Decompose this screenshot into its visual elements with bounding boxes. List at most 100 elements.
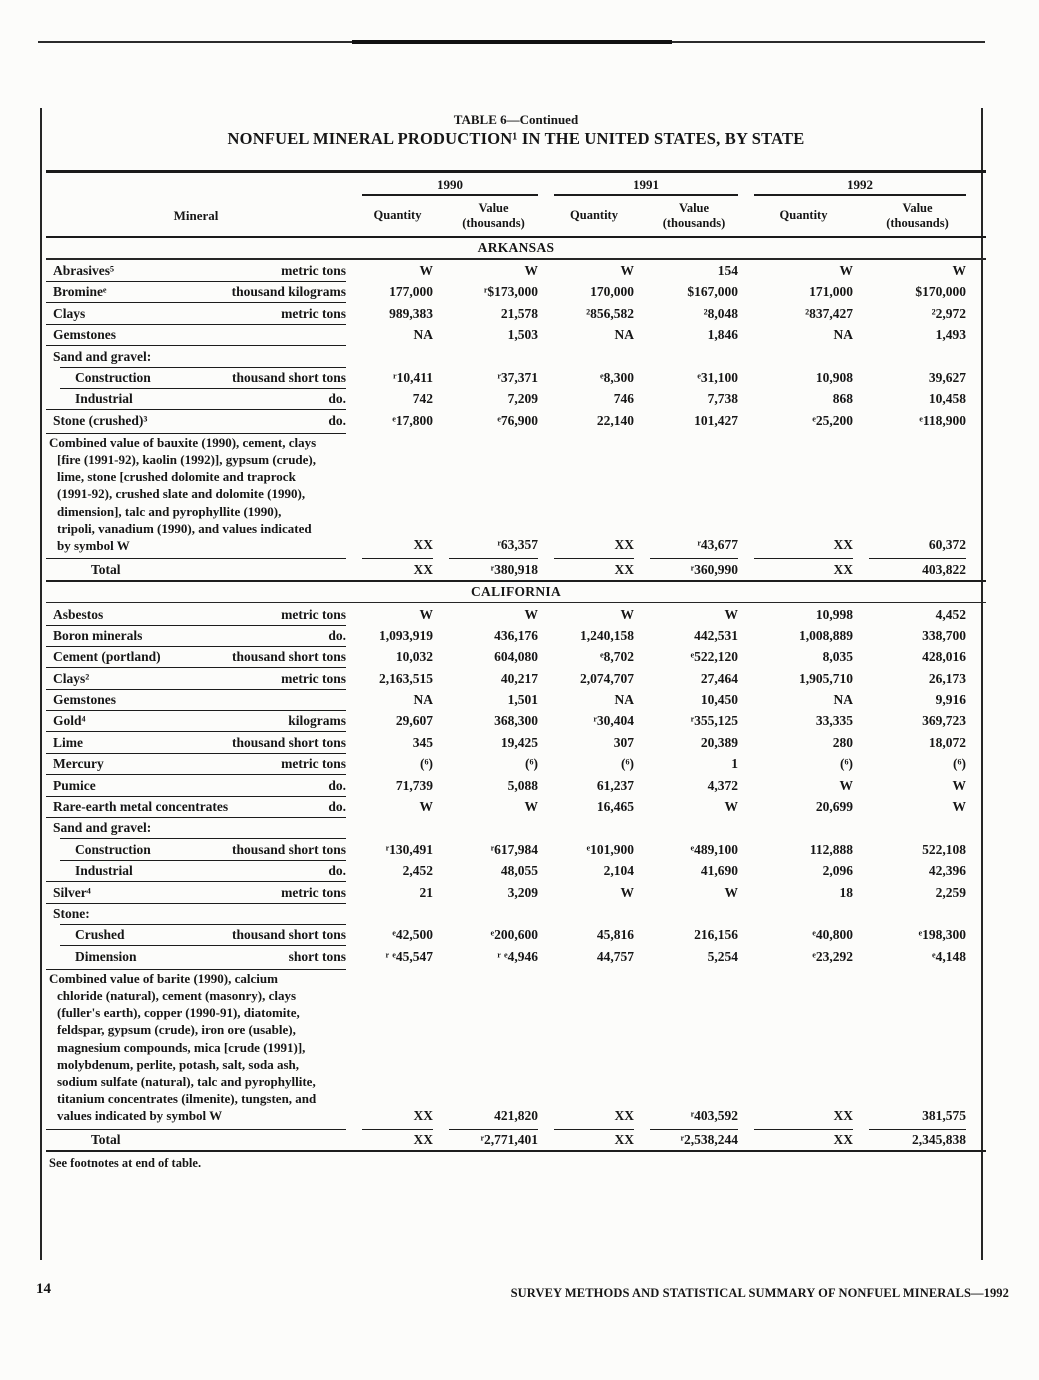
year-header-1991: 1991: [554, 177, 738, 196]
value-cell: 216,156: [694, 927, 738, 943]
value-cell: ᵉ23,292: [812, 948, 853, 964]
value-cell: 1,501: [507, 692, 538, 708]
value-header-line1: Value: [478, 201, 509, 216]
mineral-stub: Construction thousand short tons: [60, 366, 346, 388]
value-cell: NA: [614, 692, 635, 708]
mineral-name: Industrial: [75, 391, 133, 407]
value-cell: ᵉ42,500: [392, 927, 433, 943]
mineral-stub: Gemstones: [46, 323, 346, 345]
value-cell: XX: [754, 1128, 853, 1150]
value-cell: NA: [833, 327, 854, 343]
unit-label: metric tons: [281, 884, 346, 900]
combined-value-line: chloride (natural), cement (masonry), cl…: [57, 987, 297, 1003]
combined-value-line: sodium sulfate (natural), talc and pyrop…: [57, 1073, 316, 1089]
unit-label: metric tons: [281, 262, 346, 278]
value-cell: W: [419, 606, 434, 622]
year-header-1990: 1990: [362, 177, 538, 196]
unit-label: kilograms: [288, 713, 346, 729]
value-cell: W: [952, 262, 967, 278]
value-cell: 403,822: [869, 558, 966, 579]
value-cell: ᵉ489,100: [690, 841, 738, 857]
mineral-stub: Pumice do.: [46, 774, 346, 795]
combined-value-line: magnesium compounds, mica [crude (1991)]…: [57, 1039, 306, 1055]
year-header-1992: 1992: [754, 177, 966, 196]
combined-value-line: values indicated by symbol W: [57, 1108, 223, 1124]
column-header-mineral: Mineral: [173, 207, 219, 223]
value-cell: NA: [614, 327, 635, 343]
value-cell: 522,108: [922, 841, 966, 857]
mineral-name: Bromineᵉ: [53, 284, 107, 300]
value-cell: 421,820: [494, 1107, 538, 1123]
mineral-stub: Bromineᵉ thousand kilograms: [46, 280, 346, 302]
mineral-stub: Stone:: [46, 902, 346, 924]
table-row: Silver⁴ metric tons 21 3,209 W W 18 2,259: [46, 881, 986, 902]
value-cell: 7,738: [707, 391, 738, 407]
mineral-name: Abrasives⁵: [53, 262, 115, 278]
value-cell: NA: [833, 692, 854, 708]
table-rows: ARKANSAS Abrasives⁵ metric tons W W W 154 W W Bro…: [46, 238, 986, 1152]
mineral-name: Lime: [53, 734, 83, 750]
combined-value-line: feldspar, gypsum (crude), iron ore (usab…: [57, 1022, 296, 1038]
value-cell: W: [839, 777, 854, 793]
value-cell: 44,757: [596, 948, 634, 964]
mineral-stub: Gold⁴ kilograms: [46, 710, 346, 731]
value-cell: 39,627: [928, 369, 966, 385]
value-cell: ᵉ4,148: [932, 948, 966, 964]
value-cell: W: [419, 262, 434, 278]
value-cell: ʳ43,677: [697, 537, 738, 553]
value-cell: 442,531: [694, 627, 738, 643]
value-cell: $170,000: [915, 284, 966, 300]
value-cell: NA: [413, 327, 434, 343]
mineral-name: Sand and gravel:: [53, 820, 152, 836]
mineral-name: Construction: [75, 841, 151, 857]
table-row: Combined value of barite (1990), calcium…: [46, 967, 986, 1129]
value-cell: 368,300: [494, 713, 538, 729]
value-cell: 1,008,889: [799, 627, 853, 643]
mineral-stub: Total: [46, 558, 346, 579]
column-header-value-1992: Value (thousands): [869, 201, 966, 230]
value-cell: 369,723: [922, 713, 966, 729]
total-row: Total XX ʳ2,771,401 XX ʳ2,538,244 XX 2,345,838: [46, 1128, 986, 1150]
mineral-name: Total: [91, 1131, 121, 1147]
value-cell: ²856,582: [586, 305, 634, 321]
mineral-name: Cement (portland): [53, 649, 161, 665]
value-cell: ᵉ40,800: [812, 927, 853, 943]
combined-value-line: Combined value of barite (1990), calcium: [49, 970, 278, 986]
mineral-name: Clays: [53, 305, 86, 321]
value-cell: 604,080: [494, 649, 538, 665]
value-cell: 2,259: [935, 884, 966, 900]
value-cell: W: [620, 262, 635, 278]
value-cell: 42,396: [928, 863, 966, 879]
section-header: ARKANSAS: [477, 240, 555, 255]
value-cell: 33,335: [815, 713, 853, 729]
combined-value-line: lime, stone [crushed dolomite and trapro…: [57, 469, 296, 485]
value-cell: 71,739: [395, 777, 433, 793]
value-cell: 742: [412, 391, 433, 407]
mineral-stub: Cement (portland) thousand short tons: [46, 645, 346, 667]
value-cell: ʳ403,592: [690, 1107, 738, 1123]
data-table: 1990 1991 1992 Mineral Quantity Value (t…: [46, 170, 986, 1171]
mineral-name: Gemstones: [53, 692, 116, 708]
mineral-stub: Mercury metric tons: [46, 752, 346, 774]
table-row: Construction thousand short tons ʳ10,411 ʳ3…: [46, 366, 986, 388]
combined-value-line: titanium concentrates (ilmenite), tungst…: [57, 1091, 317, 1107]
unit-label: thousand short tons: [231, 734, 346, 750]
value-cell: ʳ2,538,244: [650, 1128, 738, 1150]
table-row: Lime thousand short tons 345 19,425 307 20,38…: [46, 731, 986, 752]
mineral-stub: Clays metric tons: [46, 302, 346, 323]
section-header-rule: [46, 601, 986, 604]
value-cell: ᵉ8,300: [600, 369, 634, 385]
unit-label: thousand short tons: [231, 369, 346, 385]
unit-label: thousand short tons: [231, 927, 346, 943]
value-header-line2: (thousands): [662, 215, 726, 230]
value-cell: 7,209: [507, 391, 538, 407]
value-cell: 18,072: [928, 734, 966, 750]
table-row: Clays metric tons 989,383 21,578 ²856,582 ²8,…: [46, 302, 986, 323]
value-cell: 1,503: [507, 327, 538, 343]
mineral-name: Boron minerals: [53, 627, 143, 643]
running-footer: SURVEY METHODS AND STATISTICAL SUMMARY O…: [510, 1286, 1009, 1300]
value-cell: 22,140: [596, 412, 634, 428]
value-cell: 2,096: [822, 863, 853, 879]
value-header-line1: Value: [678, 201, 710, 216]
unit-label: metric tons: [281, 670, 346, 686]
